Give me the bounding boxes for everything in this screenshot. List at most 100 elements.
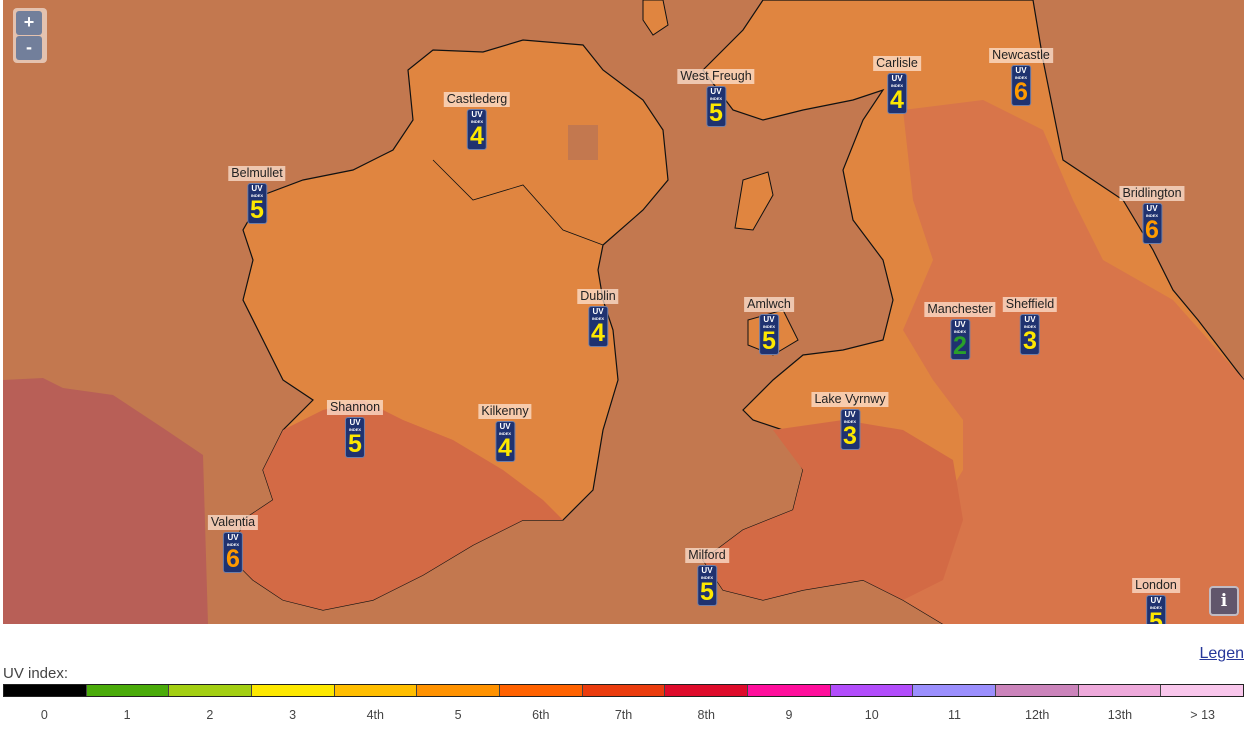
station-marker[interactable]: London UV INDEX 5 bbox=[1132, 578, 1180, 624]
scale-swatch bbox=[4, 685, 87, 696]
uv-badge-line1: UV bbox=[499, 422, 511, 431]
zoom-in-button[interactable]: + bbox=[16, 11, 42, 35]
scale-label: 3 bbox=[289, 708, 297, 722]
uv-badge-icon: UV INDEX 3 bbox=[840, 409, 860, 450]
uv-badge-icon: UV INDEX 6 bbox=[1141, 203, 1162, 244]
uv-value: 2 bbox=[953, 332, 967, 360]
uv-value: 5 bbox=[700, 578, 714, 606]
scale-swatch bbox=[500, 685, 583, 696]
zoom-out-button[interactable]: - bbox=[16, 36, 42, 60]
station-marker[interactable]: Amlwch UV INDEX 5 bbox=[744, 297, 794, 355]
uv-badge-line1: UV bbox=[1024, 315, 1036, 324]
uv-badge-icon: UV INDEX 3 bbox=[1019, 314, 1040, 355]
uv-badge-line1: UV bbox=[1146, 204, 1158, 213]
scale-label: > 13 bbox=[1190, 708, 1215, 722]
info-button[interactable]: i bbox=[1209, 586, 1239, 616]
station-marker[interactable]: Milford UV INDEX 5 bbox=[685, 548, 729, 606]
station-marker[interactable]: Carlisle UV INDEX 4 bbox=[873, 56, 921, 114]
uv-value: 3 bbox=[843, 422, 857, 450]
scale-swatch bbox=[996, 685, 1079, 696]
scale-swatch bbox=[913, 685, 997, 696]
uv-badge-line1: UV bbox=[471, 110, 483, 119]
scale-label: 10 bbox=[864, 708, 879, 722]
station-marker[interactable]: Lake Vyrnwy UV INDEX 3 bbox=[811, 392, 889, 450]
station-name: London bbox=[1132, 578, 1180, 593]
station-marker[interactable]: Sheffield UV INDEX 3 bbox=[1002, 297, 1058, 355]
station-marker[interactable]: Shannon UV INDEX 5 bbox=[326, 400, 384, 458]
station-name: Carlisle bbox=[873, 56, 921, 71]
uv-badge-icon: UV INDEX 4 bbox=[466, 109, 487, 150]
uv-badge-icon: UV INDEX 5 bbox=[705, 86, 726, 127]
legend-title: UV index: bbox=[3, 665, 69, 682]
uv-badge-line1: UV bbox=[251, 184, 263, 193]
uv-badge-line2: INDEX bbox=[890, 83, 904, 88]
uv-value: 5 bbox=[348, 430, 362, 458]
uv-badge-icon: UV INDEX 5 bbox=[246, 183, 267, 224]
station-marker[interactable]: Kilkenny UV INDEX 4 bbox=[478, 404, 532, 462]
station-name: Valentia bbox=[207, 515, 259, 530]
uv-badge-line1: UV bbox=[1150, 596, 1162, 605]
uv-badge-line2: INDEX bbox=[226, 542, 240, 547]
uv-badge-icon: UV INDEX 4 bbox=[887, 73, 907, 114]
uv-value: 6 bbox=[1014, 78, 1028, 106]
uv-badge-icon: UV INDEX 2 bbox=[950, 319, 970, 360]
scale-label: 7th bbox=[614, 708, 633, 722]
station-name: Bridlington bbox=[1119, 186, 1185, 201]
isle-of-man bbox=[734, 171, 774, 231]
uv-badge-line2: INDEX bbox=[1149, 605, 1163, 610]
scale-swatch bbox=[582, 685, 666, 696]
station-marker[interactable]: Bridlington UV INDEX 6 bbox=[1119, 186, 1185, 244]
station-name: Newcastle bbox=[989, 48, 1053, 63]
station-marker[interactable]: Dublin UV INDEX 4 bbox=[577, 289, 619, 347]
uv-badge-line2: INDEX bbox=[470, 119, 484, 124]
uv-map[interactable]: + - Castlederg UV INDEX 4 Belmullet UV INDEX 5 W… bbox=[3, 0, 1244, 624]
station-name: Manchester bbox=[924, 302, 996, 317]
uv-badge-line1: UV bbox=[710, 87, 722, 96]
uv-value: 4 bbox=[498, 434, 512, 462]
scale-swatch bbox=[169, 685, 253, 696]
station-name: Milford bbox=[685, 548, 729, 563]
uv-value: 4 bbox=[470, 122, 484, 150]
station-name: Shannon bbox=[326, 400, 384, 415]
uv-color-scale bbox=[3, 684, 1244, 697]
scale-swatch bbox=[665, 685, 749, 696]
uv-badge-line2: INDEX bbox=[1145, 213, 1159, 218]
uv-badge-line1: UV bbox=[349, 418, 361, 427]
uv-badge-line1: UV bbox=[763, 315, 775, 324]
wales-zone bbox=[703, 420, 963, 600]
scale-label: 1 bbox=[123, 708, 131, 722]
station-marker[interactable]: Valentia UV INDEX 6 bbox=[207, 515, 259, 573]
station-name: Sheffield bbox=[1002, 297, 1058, 312]
uv-value: 3 bbox=[1023, 327, 1037, 355]
scale-swatch bbox=[86, 685, 170, 696]
scale-swatch bbox=[417, 685, 501, 696]
station-marker[interactable]: Castlederg UV INDEX 4 bbox=[443, 92, 511, 150]
station-name: West Freugh bbox=[677, 69, 755, 84]
uv-badge-line2: INDEX bbox=[953, 329, 967, 334]
island-north bbox=[642, 0, 669, 36]
lough-neagh bbox=[568, 125, 598, 160]
station-marker[interactable]: Newcastle UV INDEX 6 bbox=[989, 48, 1053, 106]
legend-link[interactable]: Legen bbox=[1199, 645, 1244, 662]
england-interior-zone bbox=[903, 100, 1244, 624]
high-uv-sea-zone bbox=[3, 378, 208, 624]
uv-value: 5 bbox=[709, 99, 723, 127]
station-marker[interactable]: West Freugh UV INDEX 5 bbox=[677, 69, 755, 127]
scale-label: 12th bbox=[1025, 708, 1050, 722]
station-marker[interactable]: Manchester UV INDEX 2 bbox=[924, 302, 996, 360]
uv-badge-line2: INDEX bbox=[709, 96, 723, 101]
map-canvas bbox=[3, 0, 1244, 624]
uv-badge-icon: UV INDEX 5 bbox=[1146, 595, 1166, 624]
uv-badge-line2: INDEX bbox=[348, 427, 362, 432]
station-marker[interactable]: Belmullet UV INDEX 5 bbox=[228, 166, 286, 224]
uv-badge-line2: INDEX bbox=[250, 193, 264, 198]
scale-swatch bbox=[252, 685, 335, 696]
scale-swatch bbox=[1161, 685, 1244, 696]
scale-label: 6th bbox=[532, 708, 550, 722]
uv-badge-line2: INDEX bbox=[843, 419, 857, 424]
uv-badge-line1: UV bbox=[1015, 66, 1027, 75]
station-name: Dublin bbox=[577, 289, 619, 304]
zoom-control: + - bbox=[13, 8, 47, 63]
uv-badge-line1: UV bbox=[954, 320, 966, 329]
uv-badge-line1: UV bbox=[844, 410, 856, 419]
